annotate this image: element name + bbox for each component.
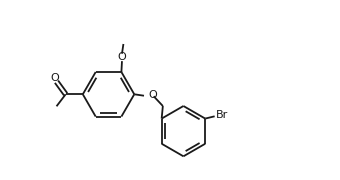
Text: O: O — [118, 52, 126, 62]
Text: Br: Br — [216, 110, 228, 120]
Text: O: O — [50, 73, 59, 83]
Text: O: O — [149, 90, 157, 100]
